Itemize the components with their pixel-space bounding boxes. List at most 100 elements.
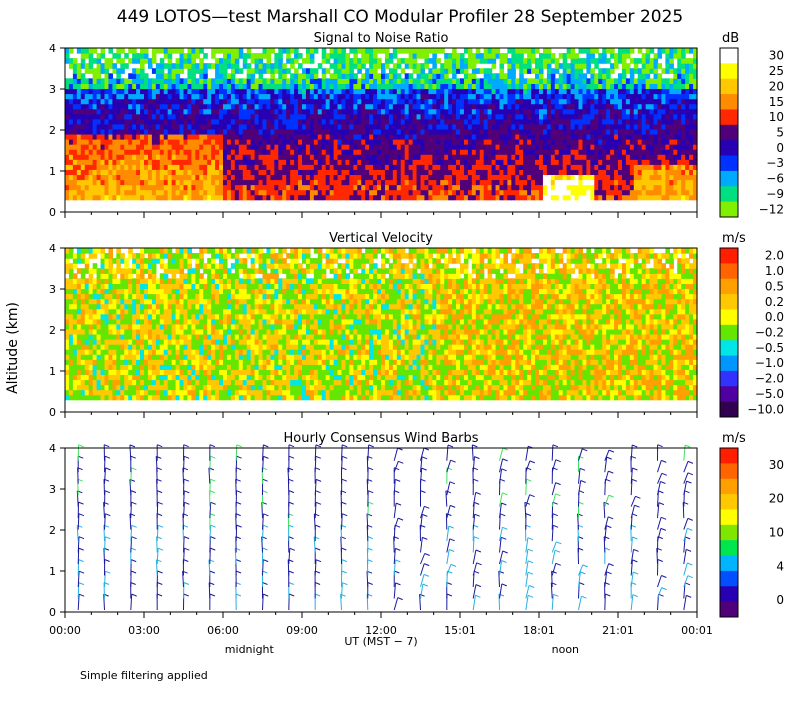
heat-cell — [401, 83, 406, 89]
heat-cell — [673, 53, 678, 59]
heat-cell — [500, 83, 505, 89]
heat-cell — [191, 63, 196, 69]
heat-cell — [365, 53, 370, 59]
heat-cell — [685, 164, 690, 170]
heat-cell — [630, 48, 635, 54]
heat-cell — [464, 149, 469, 155]
heat-cell — [511, 48, 516, 54]
heat-cell — [373, 164, 378, 170]
heat-cell — [424, 129, 429, 135]
heat-cell — [547, 179, 552, 185]
heat-cell — [500, 109, 505, 115]
heat-cell — [590, 129, 595, 135]
heat-cell — [219, 104, 224, 110]
heat-cell — [330, 190, 335, 196]
y-tick-label: 4 — [49, 42, 56, 55]
heat-cell — [160, 134, 165, 140]
heat-cell — [156, 174, 161, 180]
heat-cell — [468, 129, 473, 135]
heat-cell — [559, 164, 564, 170]
heat-cell — [239, 195, 244, 201]
heat-cell — [199, 99, 204, 105]
heat-cell — [69, 329, 74, 335]
heat-cell — [231, 149, 236, 155]
heat-cell — [460, 129, 465, 135]
heat-cell — [203, 109, 208, 115]
heat-cell — [685, 68, 690, 74]
heat-cell — [231, 134, 236, 140]
heat-cell — [81, 149, 86, 155]
heat-cell — [689, 164, 694, 170]
heat-cell — [590, 83, 595, 89]
heat-cell — [353, 58, 358, 64]
heat-cell — [282, 119, 287, 125]
heat-cell — [227, 179, 232, 185]
heat-cell — [65, 390, 70, 396]
heat-cell — [77, 390, 82, 396]
heat-cell — [594, 114, 599, 120]
heat-cell — [421, 88, 426, 94]
heat-cell — [646, 99, 651, 105]
heat-cell — [582, 195, 587, 201]
heat-cell — [223, 104, 228, 110]
heat-cell — [243, 94, 248, 100]
heat-cell — [618, 119, 623, 125]
heat-cell — [424, 124, 429, 130]
heat-cell — [85, 319, 90, 325]
heat-cell — [665, 94, 670, 100]
heat-cell — [65, 294, 70, 300]
heat-cell — [89, 283, 94, 289]
heat-cell — [397, 58, 402, 64]
heat-cell — [278, 144, 283, 150]
heat-cell — [626, 124, 631, 130]
heat-cell — [488, 109, 493, 115]
heat-cell — [310, 99, 315, 105]
heat-cell — [417, 68, 422, 74]
heat-cell — [606, 144, 611, 150]
heat-cell — [259, 68, 264, 74]
heat-cell — [535, 149, 540, 155]
heat-cell — [345, 109, 350, 115]
heat-cell — [496, 195, 501, 201]
heat-cell — [365, 48, 370, 54]
heat-cell — [112, 344, 117, 350]
heat-cell — [377, 63, 382, 69]
heat-cell — [203, 78, 208, 84]
heat-cell — [124, 99, 129, 105]
heat-cell — [448, 144, 453, 150]
heat-cell — [377, 119, 382, 125]
heat-cell — [128, 104, 133, 110]
heat-cell — [681, 190, 686, 196]
heat-cell — [77, 329, 82, 335]
heat-cell — [571, 119, 576, 125]
heat-cell — [476, 144, 481, 150]
heat-cell — [444, 169, 449, 175]
heat-cell — [622, 119, 627, 125]
heat-cell — [247, 169, 252, 175]
heat-cell — [602, 149, 607, 155]
heat-cell — [318, 144, 323, 150]
heat-cell — [448, 174, 453, 180]
heat-cell — [669, 154, 674, 160]
heat-cell — [294, 58, 299, 64]
heat-cell — [160, 68, 165, 74]
heat-cell — [326, 169, 331, 175]
heat-cell — [93, 195, 98, 201]
heat-cell — [93, 374, 98, 380]
heat-cell — [547, 169, 552, 175]
heat-cell — [322, 48, 327, 54]
heat-cell — [444, 129, 449, 135]
heat-cell — [223, 154, 228, 160]
heat-cell — [89, 58, 94, 64]
heat-cell — [642, 109, 647, 115]
heat-cell — [484, 179, 489, 185]
heat-cell — [112, 339, 117, 345]
heat-cell — [77, 129, 82, 135]
heat-cell — [310, 195, 315, 201]
heat-cell — [634, 114, 639, 120]
heat-cell — [413, 129, 418, 135]
heat-cell — [381, 134, 386, 140]
heat-cell — [231, 190, 236, 196]
heat-cell — [105, 73, 110, 79]
heat-cell — [440, 190, 445, 196]
